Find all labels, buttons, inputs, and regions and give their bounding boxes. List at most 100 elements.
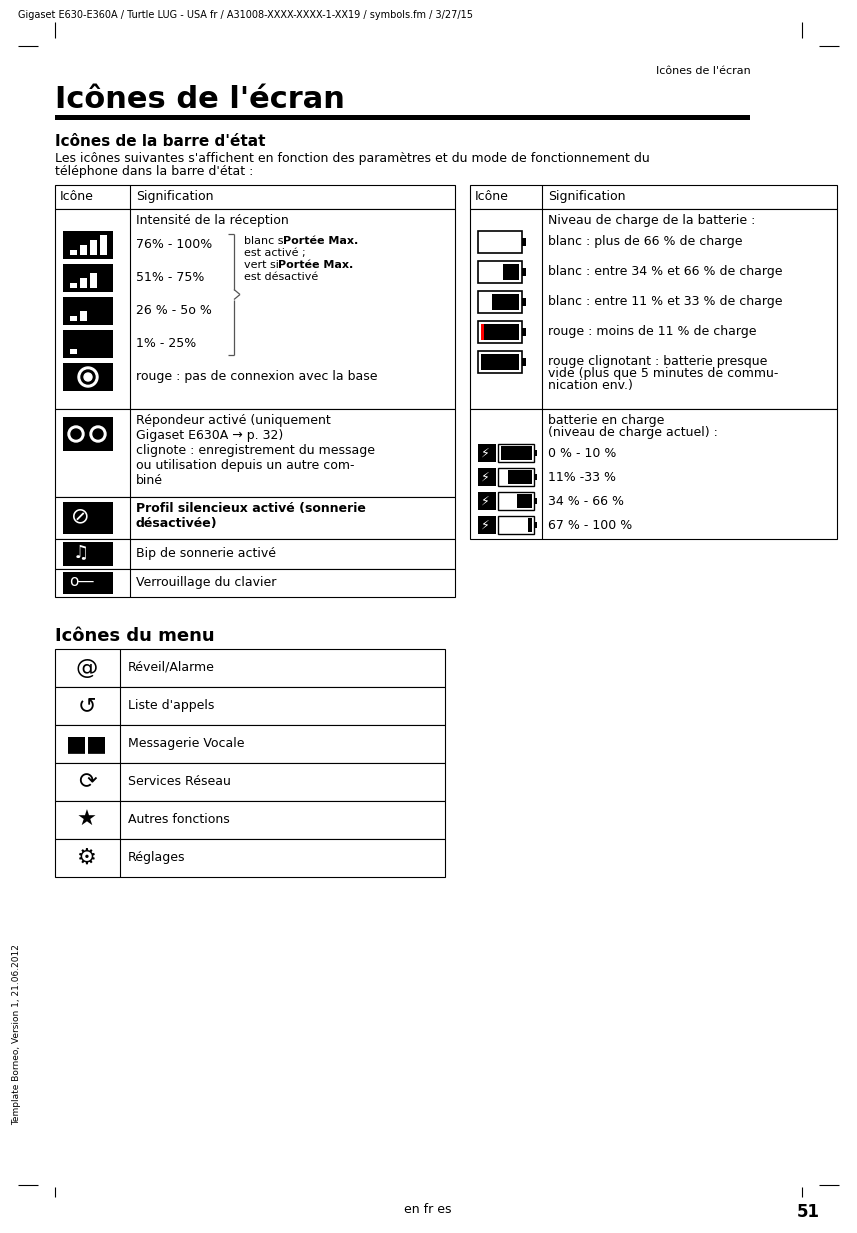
Bar xyxy=(55,497,455,539)
Bar xyxy=(500,446,532,460)
Bar xyxy=(63,572,113,594)
Bar xyxy=(498,444,534,462)
Bar xyxy=(478,351,522,374)
Text: ⚡: ⚡ xyxy=(481,471,489,483)
Text: Icônes du menu: Icônes du menu xyxy=(55,628,214,645)
Bar xyxy=(481,234,519,250)
Text: Bip de sonnerie activé: Bip de sonnerie activé xyxy=(136,547,276,560)
Text: vert si: vert si xyxy=(244,260,282,270)
Text: blanc si: blanc si xyxy=(244,236,291,247)
Bar xyxy=(55,409,455,497)
Text: 34 % - 66 %: 34 % - 66 % xyxy=(548,494,624,508)
Bar xyxy=(481,293,519,309)
Bar xyxy=(63,297,113,326)
Text: 67 % - 100 %: 67 % - 100 % xyxy=(548,519,632,531)
Bar xyxy=(63,363,113,391)
Bar xyxy=(481,293,492,309)
Bar xyxy=(63,502,113,534)
Bar xyxy=(500,494,532,508)
Bar xyxy=(500,446,501,460)
Text: @: @ xyxy=(76,658,98,678)
Text: 1% - 25%: 1% - 25% xyxy=(136,337,196,350)
Text: Réglages: Réglages xyxy=(128,851,185,864)
Bar xyxy=(63,330,113,358)
Bar xyxy=(55,801,445,838)
Text: Signification: Signification xyxy=(136,190,213,203)
Text: Gigaset E630-E360A / Turtle LUG - USA fr / A31008-XXXX-XXXX-1-XX19 / symbols.fm : Gigaset E630-E360A / Turtle LUG - USA fr… xyxy=(18,10,473,20)
Text: Signification: Signification xyxy=(548,190,626,203)
Text: ↺: ↺ xyxy=(78,695,96,716)
Bar xyxy=(522,298,526,306)
Circle shape xyxy=(90,425,106,441)
Bar xyxy=(70,349,77,354)
Bar xyxy=(500,494,517,508)
Text: rouge : moins de 11 % de charge: rouge : moins de 11 % de charge xyxy=(548,326,757,338)
Bar xyxy=(63,417,113,451)
Bar xyxy=(90,272,97,289)
Text: (niveau de charge actuel) :: (niveau de charge actuel) : xyxy=(548,425,718,439)
Text: ⚙: ⚙ xyxy=(77,848,97,868)
Text: en fr es: en fr es xyxy=(405,1203,452,1216)
Bar xyxy=(534,498,537,504)
Bar xyxy=(481,264,519,280)
Bar xyxy=(498,515,534,534)
Bar xyxy=(534,450,537,456)
Text: ♫: ♫ xyxy=(73,544,89,562)
Bar xyxy=(470,185,837,210)
Bar xyxy=(534,473,537,480)
Text: ⚡: ⚡ xyxy=(481,519,489,531)
Text: Autres fonctions: Autres fonctions xyxy=(128,813,230,826)
Text: est activé ;: est activé ; xyxy=(244,248,306,258)
Text: o―: o― xyxy=(69,575,93,589)
Bar xyxy=(481,324,484,340)
Text: ⟳: ⟳ xyxy=(78,772,96,792)
Bar xyxy=(70,284,77,289)
Text: ■■: ■■ xyxy=(66,734,108,755)
Text: Profil silencieux activé (sonnerie
désactivée): Profil silencieux activé (sonnerie désac… xyxy=(136,502,366,530)
Text: Liste d'appels: Liste d'appels xyxy=(128,699,214,711)
Bar xyxy=(534,522,537,528)
Text: blanc : plus de 66 % de charge: blanc : plus de 66 % de charge xyxy=(548,236,742,248)
Bar xyxy=(55,838,445,877)
Text: blanc : entre 11 % et 33 % de charge: blanc : entre 11 % et 33 % de charge xyxy=(548,295,782,308)
Bar xyxy=(90,240,97,255)
Text: blanc : entre 34 % et 66 % de charge: blanc : entre 34 % et 66 % de charge xyxy=(548,265,782,277)
Bar xyxy=(55,539,455,568)
Bar xyxy=(478,515,496,534)
Bar xyxy=(522,268,526,276)
Bar xyxy=(522,238,526,247)
Bar xyxy=(80,277,87,289)
Bar xyxy=(522,358,526,366)
Text: ⚡: ⚡ xyxy=(481,446,489,460)
Bar xyxy=(100,236,107,255)
Bar xyxy=(478,261,522,284)
Bar xyxy=(500,470,508,485)
Bar xyxy=(500,470,532,485)
Circle shape xyxy=(93,429,103,439)
Bar xyxy=(55,210,455,409)
Bar xyxy=(470,210,837,409)
Bar xyxy=(500,518,528,531)
Bar xyxy=(63,543,113,566)
Text: Messagerie Vocale: Messagerie Vocale xyxy=(128,737,244,750)
Text: Verrouillage du clavier: Verrouillage du clavier xyxy=(136,576,276,589)
Bar xyxy=(478,231,522,253)
Circle shape xyxy=(81,370,95,383)
Text: Portée Max.: Portée Max. xyxy=(283,236,358,247)
Text: est désactivé: est désactivé xyxy=(244,272,318,282)
Text: ★: ★ xyxy=(77,810,97,830)
Text: 76% - 100%: 76% - 100% xyxy=(136,238,213,252)
Text: 26 % - 5o %: 26 % - 5o % xyxy=(136,305,212,317)
Bar xyxy=(478,492,496,510)
Bar xyxy=(80,245,87,255)
Text: 51% - 75%: 51% - 75% xyxy=(136,271,204,284)
Bar xyxy=(55,649,445,687)
Bar xyxy=(63,264,113,292)
Text: téléphone dans la barre d'état :: téléphone dans la barre d'état : xyxy=(55,165,254,178)
Bar xyxy=(498,469,534,486)
Bar xyxy=(478,291,522,313)
Bar xyxy=(55,687,445,725)
Circle shape xyxy=(84,374,92,381)
Bar xyxy=(55,568,455,597)
Circle shape xyxy=(68,425,84,441)
